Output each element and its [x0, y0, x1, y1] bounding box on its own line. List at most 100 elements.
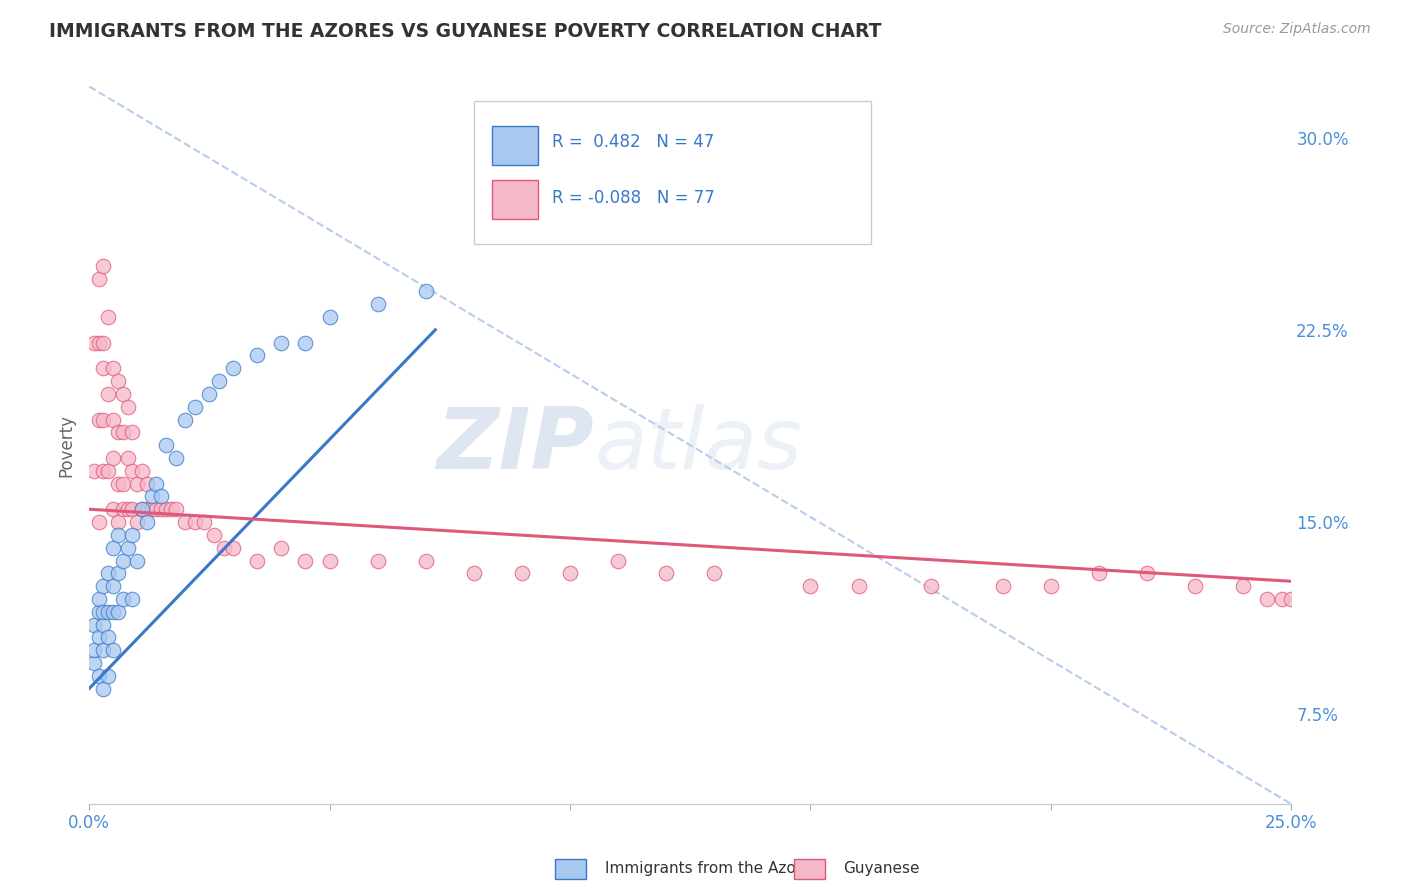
- Text: atlas: atlas: [593, 404, 801, 487]
- Point: [111, 502, 134, 516]
- Point: [1279, 591, 1302, 606]
- Point: [184, 515, 207, 529]
- Point: [101, 502, 124, 516]
- Point: [703, 566, 725, 581]
- Point: [93, 259, 115, 273]
- Point: [83, 617, 105, 632]
- Point: [150, 502, 173, 516]
- Point: [174, 412, 197, 426]
- Point: [117, 400, 139, 414]
- Point: [93, 617, 115, 632]
- Point: [294, 553, 316, 567]
- Point: [510, 566, 533, 581]
- Point: [127, 515, 149, 529]
- Point: [198, 387, 221, 401]
- Point: [87, 669, 110, 683]
- Point: [920, 579, 942, 593]
- Point: [121, 425, 143, 440]
- Point: [799, 579, 821, 593]
- Point: [101, 412, 124, 426]
- Text: IMMIGRANTS FROM THE AZORES VS GUYANESE POVERTY CORRELATION CHART: IMMIGRANTS FROM THE AZORES VS GUYANESE P…: [49, 22, 882, 41]
- Point: [159, 502, 181, 516]
- Point: [101, 541, 124, 555]
- Point: [111, 476, 134, 491]
- Point: [318, 310, 340, 324]
- Point: [270, 541, 292, 555]
- Point: [141, 490, 163, 504]
- Point: [127, 553, 149, 567]
- Point: [150, 490, 173, 504]
- Point: [270, 335, 292, 350]
- Point: [97, 387, 120, 401]
- Point: [111, 425, 134, 440]
- Point: [101, 605, 124, 619]
- Point: [93, 464, 115, 478]
- Text: Immigrants from the Azores: Immigrants from the Azores: [605, 862, 818, 876]
- Point: [97, 310, 120, 324]
- Point: [87, 591, 110, 606]
- Point: [107, 425, 129, 440]
- Point: [1305, 591, 1327, 606]
- Point: [848, 579, 870, 593]
- Text: ZIP: ZIP: [436, 404, 593, 487]
- Point: [97, 605, 120, 619]
- Point: [87, 412, 110, 426]
- Point: [558, 566, 581, 581]
- Point: [111, 553, 134, 567]
- Point: [212, 541, 235, 555]
- Point: [1319, 591, 1341, 606]
- Point: [131, 502, 153, 516]
- Text: R = -0.088   N = 77: R = -0.088 N = 77: [553, 188, 714, 207]
- Point: [415, 285, 437, 299]
- Point: [1289, 591, 1312, 606]
- Point: [121, 591, 143, 606]
- Point: [607, 553, 630, 567]
- Point: [991, 579, 1014, 593]
- Point: [93, 335, 115, 350]
- Point: [107, 515, 129, 529]
- Point: [121, 502, 143, 516]
- Point: [107, 605, 129, 619]
- Point: [165, 450, 187, 465]
- Point: [135, 515, 157, 529]
- Point: [87, 631, 110, 645]
- Point: [107, 374, 129, 388]
- Point: [367, 553, 389, 567]
- Point: [101, 450, 124, 465]
- Point: [93, 361, 115, 376]
- Point: [222, 541, 245, 555]
- Point: [1256, 591, 1278, 606]
- Point: [93, 681, 115, 696]
- Point: [145, 476, 167, 491]
- Point: [294, 335, 316, 350]
- Point: [121, 464, 143, 478]
- Point: [202, 528, 225, 542]
- Point: [367, 297, 389, 311]
- Point: [93, 412, 115, 426]
- Point: [121, 528, 143, 542]
- Point: [415, 553, 437, 567]
- Point: [174, 515, 197, 529]
- Point: [1088, 566, 1111, 581]
- Point: [318, 553, 340, 567]
- Point: [155, 502, 177, 516]
- Y-axis label: Poverty: Poverty: [58, 414, 75, 476]
- Point: [135, 502, 157, 516]
- Point: [107, 528, 129, 542]
- Point: [107, 566, 129, 581]
- Point: [117, 541, 139, 555]
- Point: [184, 400, 207, 414]
- Point: [87, 515, 110, 529]
- Point: [222, 361, 245, 376]
- Point: [97, 566, 120, 581]
- Point: [1232, 579, 1254, 593]
- Point: [83, 464, 105, 478]
- Point: [165, 502, 187, 516]
- Point: [101, 643, 124, 657]
- Point: [97, 631, 120, 645]
- Text: Source: ZipAtlas.com: Source: ZipAtlas.com: [1223, 22, 1371, 37]
- Point: [246, 553, 269, 567]
- Point: [155, 438, 177, 452]
- Point: [87, 605, 110, 619]
- Point: [141, 502, 163, 516]
